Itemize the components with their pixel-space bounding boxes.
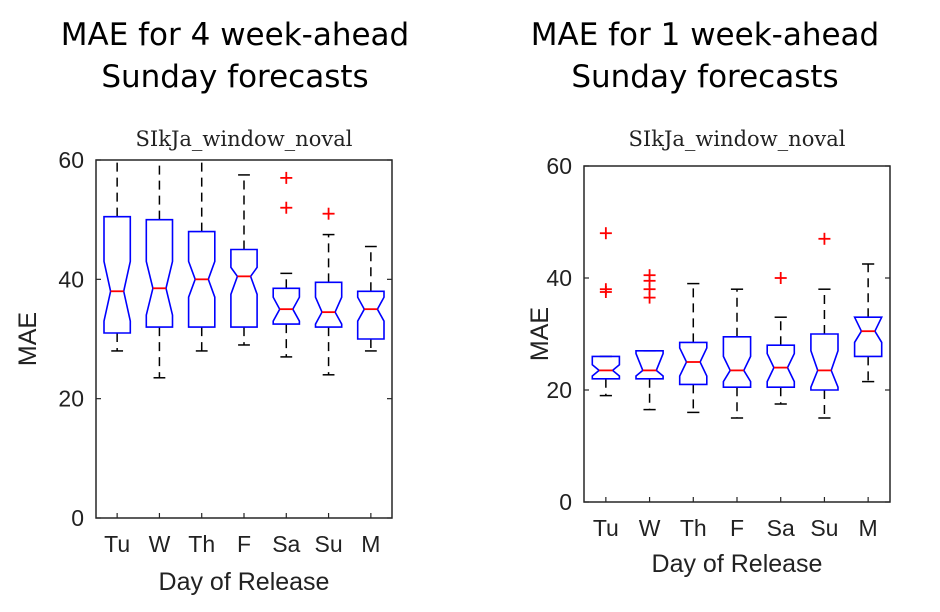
x-tick-label: Th (188, 531, 215, 557)
y-tick-label: 40 (546, 265, 572, 291)
outlier-marker (599, 227, 612, 240)
box-body (187, 230, 216, 328)
x-tick-label: Su (810, 515, 838, 541)
box-body (356, 290, 385, 340)
x-tick-label: F (237, 531, 251, 557)
y-tick-label: 0 (559, 489, 572, 515)
box-body (810, 333, 839, 391)
outlier-marker (774, 272, 787, 284)
outlier-marker (322, 207, 335, 220)
x-tick-label: W (639, 515, 661, 541)
y-tick-label: 20 (546, 377, 572, 403)
x-tick-label: Tu (104, 531, 130, 557)
box-body (766, 344, 796, 389)
x-tick-label: M (859, 515, 878, 541)
box-body (853, 316, 883, 358)
box-body (314, 281, 343, 328)
right-heading-line2: Sunday forecasts (571, 59, 839, 95)
left-box-plot: SIkJa_window_noval 0 20 40 60 Tu W Th F Sa Su M Day … (14, 127, 393, 596)
x-tick-label: Th (680, 515, 707, 541)
plot-subtitle: SIkJa_window_noval (629, 127, 846, 151)
outlier-marker (643, 269, 656, 282)
box-body (272, 287, 301, 325)
outlier-marker (280, 201, 293, 214)
left-heading-line1: MAE for 4 week-ahead (60, 17, 410, 53)
box-body (230, 248, 258, 328)
box-body (678, 341, 708, 386)
box-body (145, 218, 174, 328)
outlier-marker (280, 171, 293, 184)
x-axis-label: Day of Release (159, 568, 330, 596)
box-body (635, 349, 664, 380)
box-body (722, 335, 752, 389)
left-panel: MAE for 4 week-ahead Sunday forecasts SI… (14, 17, 410, 596)
right-heading-line1: MAE for 1 week-ahead (530, 17, 880, 53)
y-tick-label: 20 (58, 386, 84, 412)
x-tick-label: Su (315, 531, 343, 557)
y-tick-label: 40 (58, 266, 84, 292)
box-body (591, 355, 621, 380)
y-axis-label: MAE (14, 312, 42, 366)
x-tick-label: F (730, 515, 744, 541)
x-tick-label: Sa (272, 531, 300, 557)
y-axis-label: MAE (526, 307, 554, 361)
x-tick-label: M (361, 531, 380, 557)
outlier-marker (818, 232, 831, 245)
box-body (103, 215, 132, 334)
x-axis-label: Day of Release (652, 550, 823, 578)
plot-subtitle: SIkJa_window_noval (136, 127, 353, 151)
right-panel: MAE for 1 week-ahead Sunday forecasts SI… (470, 0, 940, 612)
y-tick-label: 60 (546, 153, 572, 179)
x-tick-label: Sa (767, 515, 795, 541)
y-tick-label: 0 (71, 505, 84, 531)
x-tick-label: Tu (593, 515, 619, 541)
y-tick-label: 60 (58, 147, 84, 173)
outlier-marker (599, 283, 612, 296)
x-tick-label: W (149, 531, 171, 557)
right-box-plot: SIkJa_window_noval 0 20 40 60 Tu W Th F Sa Su M Day … (526, 127, 891, 578)
left-heading-line2: Sunday forecasts (101, 59, 369, 95)
